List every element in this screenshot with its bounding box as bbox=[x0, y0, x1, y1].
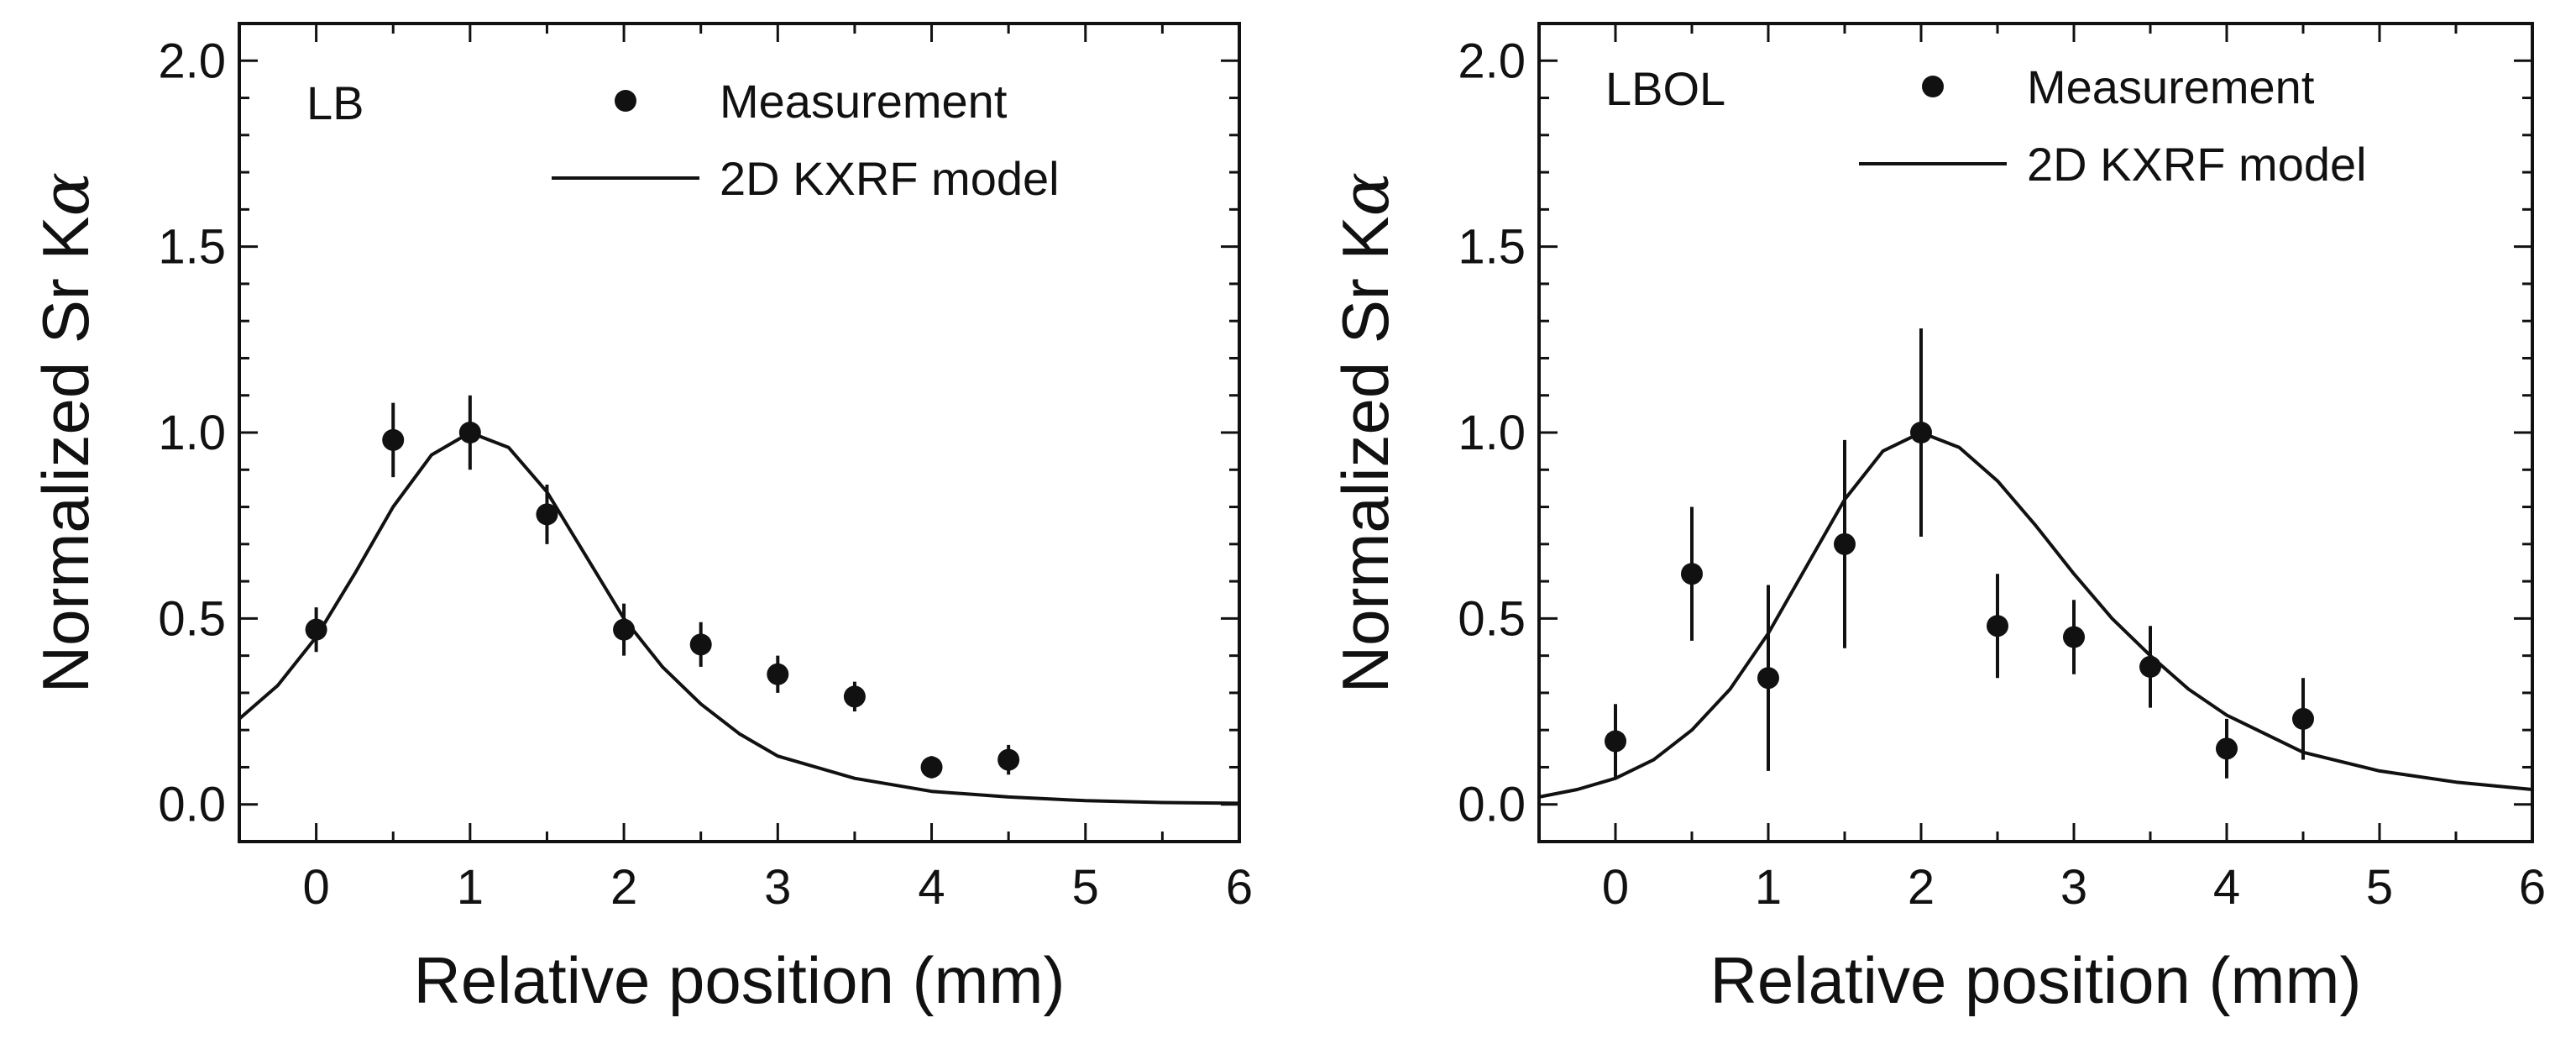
x-tick-label: 6 bbox=[1226, 860, 1253, 915]
y-tick-label: 0.0 bbox=[1458, 778, 1526, 832]
panel-label: LBOL bbox=[1605, 62, 1725, 115]
measurement-point bbox=[843, 685, 866, 708]
measurement-point bbox=[2063, 626, 2085, 648]
y-tick-label: 2.0 bbox=[158, 34, 226, 88]
x-tick-label: 6 bbox=[2519, 860, 2546, 915]
y-tick-label: 0.5 bbox=[1458, 591, 1526, 646]
legend-label-measurement: Measurement bbox=[720, 75, 1008, 128]
measurement-point bbox=[997, 748, 1020, 771]
legend-label-measurement: Measurement bbox=[2027, 60, 2315, 113]
measurement-point bbox=[613, 618, 636, 641]
measurement-point bbox=[1834, 532, 1856, 555]
measurement-point bbox=[1681, 563, 1703, 585]
legend-label-model: 2D KXRF model bbox=[2027, 138, 2367, 191]
x-tick-label: 4 bbox=[2213, 860, 2240, 915]
y-axis-title: Normalized Sr Kα bbox=[29, 172, 104, 694]
measurement-point bbox=[2292, 707, 2314, 730]
legend-label-model: 2D KXRF model bbox=[720, 152, 1060, 205]
y-tick-label: 1.5 bbox=[1458, 220, 1526, 275]
x-tick-label: 3 bbox=[764, 860, 791, 915]
measurement-point bbox=[2139, 655, 2161, 678]
measurement-point bbox=[536, 503, 558, 526]
x-axis-title: Relative position (mm) bbox=[414, 943, 1065, 1017]
y-axis-title-text: Normalized Sr K bbox=[1328, 216, 1402, 693]
measurement-point bbox=[767, 663, 789, 685]
legend-marker-measurement bbox=[1922, 76, 1944, 97]
legend-marker-measurement bbox=[615, 90, 636, 112]
y-tick-label: 1.0 bbox=[158, 406, 226, 460]
x-tick-label: 2 bbox=[610, 860, 637, 915]
y-axis-title-text: Normalized Sr K bbox=[29, 216, 102, 693]
x-tick-label: 5 bbox=[2366, 860, 2393, 915]
measurement-point bbox=[920, 756, 943, 779]
measurement-point bbox=[1987, 615, 2008, 637]
x-tick-label: 1 bbox=[1755, 860, 1782, 915]
measurement-point bbox=[1757, 667, 1779, 690]
chart-panel-lb: 0 1 2 3 4 5 6 0.0 0.5 1.0 1.5 2.0 Relative position … bbox=[29, 22, 1253, 1017]
measurement-point bbox=[1605, 730, 1626, 753]
model-curve bbox=[1538, 431, 2533, 799]
x-tick-label: 0 bbox=[302, 860, 329, 915]
measurement-point bbox=[382, 428, 405, 451]
panel-label: LB bbox=[306, 76, 364, 129]
y-tick-label: 2.0 bbox=[1458, 34, 1526, 88]
y-axis-title-symbol: α bbox=[29, 172, 104, 217]
chart-panel-lbol: 0 1 2 3 4 5 6 0.0 0.5 1.0 1.5 2.0 Relative position … bbox=[1328, 22, 2546, 1017]
y-tick-label: 0.0 bbox=[158, 778, 226, 832]
x-tick-label: 0 bbox=[1602, 860, 1629, 915]
x-tick-label: 4 bbox=[918, 860, 945, 915]
model-curve bbox=[238, 431, 1240, 805]
measurement-point bbox=[305, 618, 327, 641]
measurement-point bbox=[2216, 737, 2238, 760]
x-axis-title: Relative position (mm) bbox=[1710, 943, 2362, 1017]
x-tick-label: 3 bbox=[2060, 860, 2087, 915]
x-tick-label: 1 bbox=[457, 860, 484, 915]
x-tick-label: 2 bbox=[1908, 860, 1935, 915]
measurement-point bbox=[458, 422, 481, 443]
y-tick-label: 1.0 bbox=[1458, 406, 1526, 460]
y-tick-label: 1.5 bbox=[158, 220, 226, 275]
y-axis-title-symbol: α bbox=[1328, 172, 1404, 217]
measurement-point bbox=[689, 633, 712, 656]
y-tick-label: 0.5 bbox=[158, 591, 226, 646]
measurement-point bbox=[1910, 422, 1932, 443]
y-axis-title: Normalized Sr Kα bbox=[1328, 172, 1404, 694]
x-tick-label: 5 bbox=[1072, 860, 1099, 915]
